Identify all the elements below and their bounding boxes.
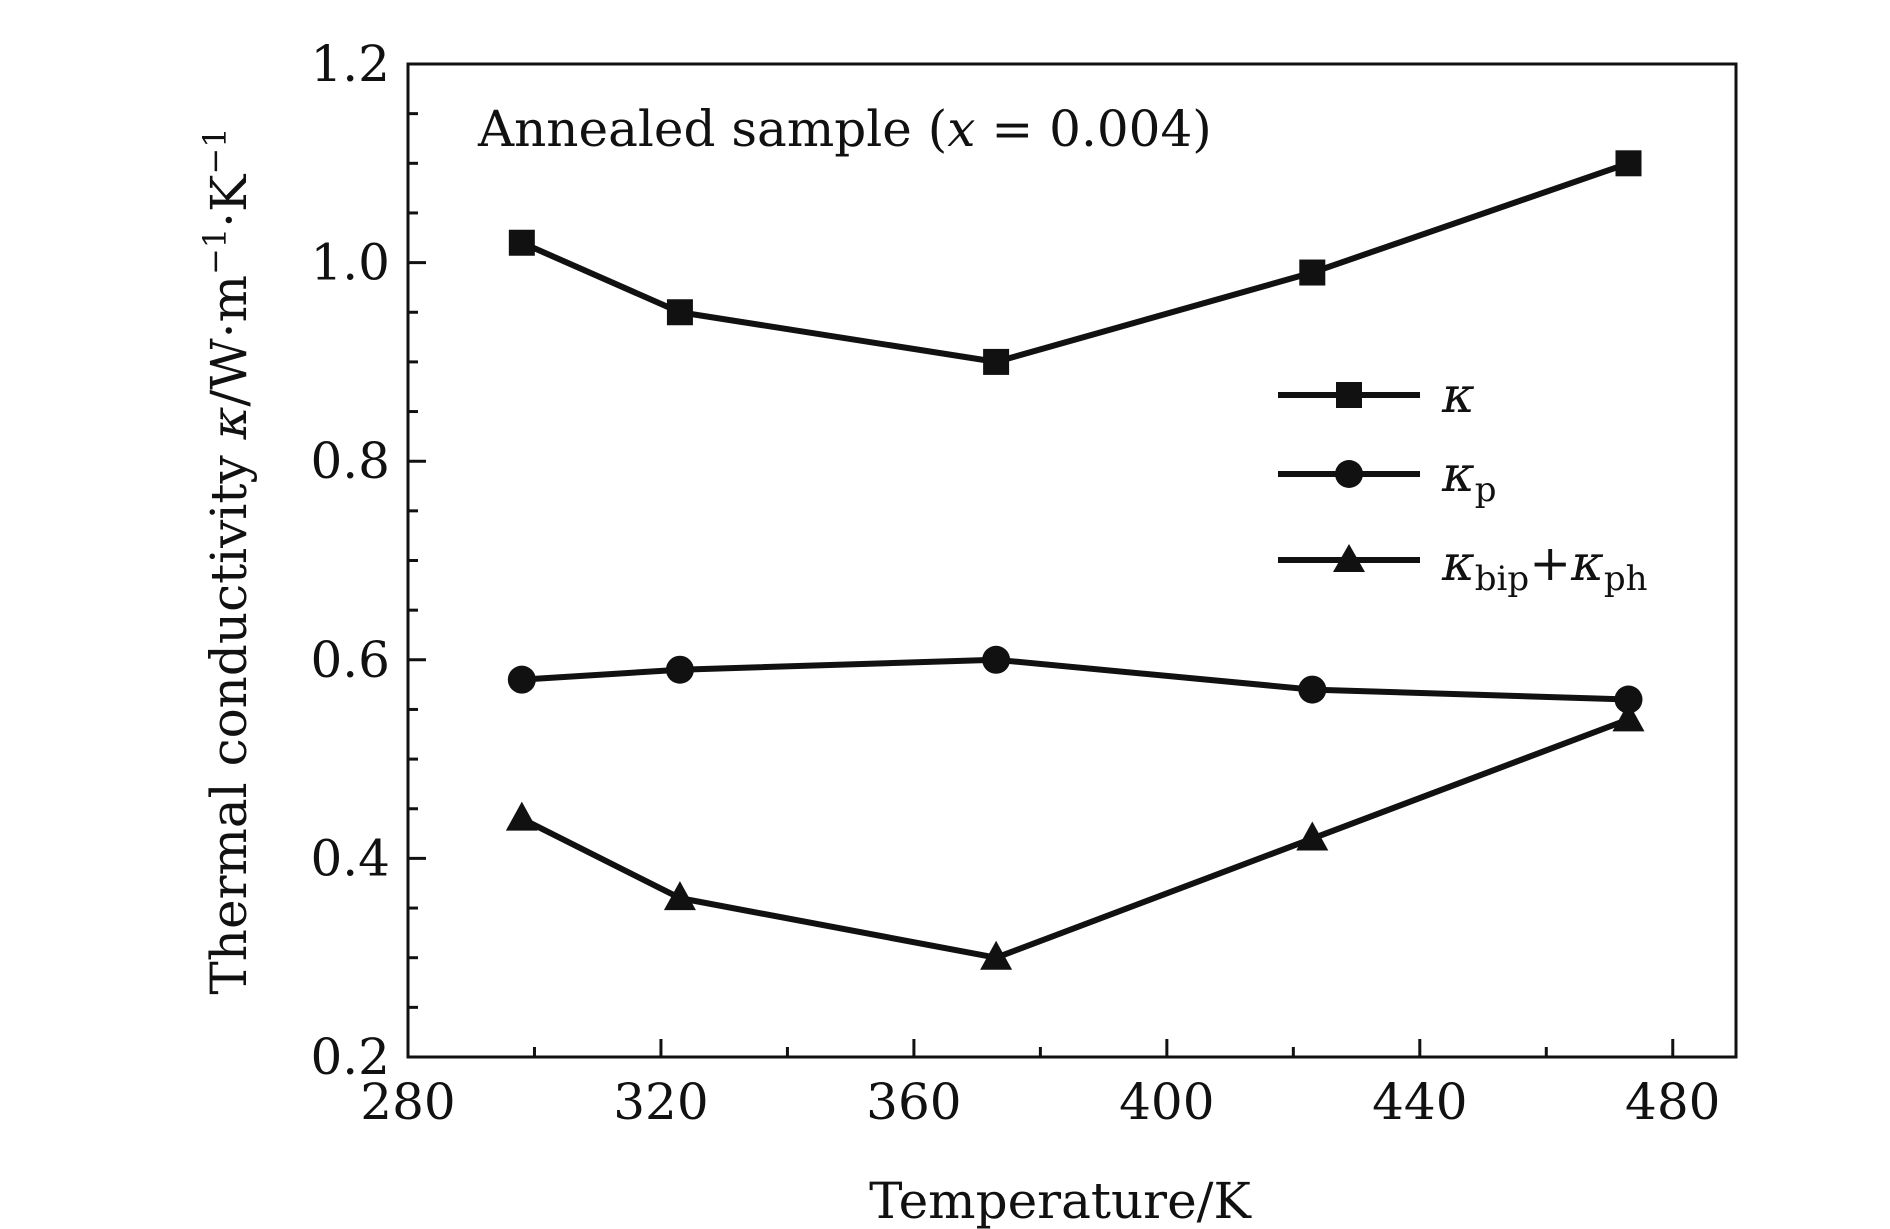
x-tick-label: 320 — [613, 1073, 708, 1131]
data-point-circle — [1614, 685, 1643, 714]
data-point-square — [508, 229, 535, 256]
data-point-circle — [982, 645, 1011, 674]
legend-marker-triangle — [1333, 544, 1365, 572]
legend-label-kappa-p: κp — [1441, 445, 1497, 510]
x-tick-label: 280 — [360, 1073, 455, 1131]
legend-entry-kappa-bip-ph: κbip+κph — [1278, 534, 1648, 599]
legend-marker-square — [1336, 382, 1362, 408]
data-point-square — [983, 348, 1010, 375]
data-point-triangle — [1296, 821, 1329, 851]
legend-label-kappa-bip-ph: κbip+κph — [1441, 534, 1648, 599]
series-line-1 — [520, 160, 1630, 365]
plot-annotation: Annealed sample (x = 0.004) — [477, 100, 1212, 158]
y-axis-title: Thermal conductivity κ/W·m−1·K−1 — [196, 127, 258, 994]
legend-label-kappa: κ — [1441, 366, 1475, 424]
y-tick-label: 0.2 — [310, 1028, 390, 1086]
legend-marker-circle — [1335, 460, 1363, 488]
axis-tick-labels: 280 320 360 400 440 480 0.2 0.4 0.6 0.8 1.0 1.2 — [310, 35, 1720, 1131]
y-tick-label: 0.4 — [310, 829, 390, 887]
x-tick-label: 360 — [866, 1073, 961, 1131]
legend: κ κp κbip+κph — [1278, 366, 1648, 599]
x-tick-label: 400 — [1119, 1073, 1214, 1131]
x-axis-title: Temperature/K — [869, 1172, 1252, 1229]
y-tick-label: 1.0 — [310, 234, 390, 292]
y-tick-label: 0.6 — [310, 631, 390, 689]
data-point-square — [666, 299, 693, 326]
axis-ticks — [406, 62, 1675, 1059]
data-point-square — [1299, 259, 1326, 286]
data-point-triangle — [505, 801, 538, 831]
data-point-triangle — [980, 940, 1013, 970]
y-tick-label: 0.8 — [310, 432, 390, 490]
x-tick-label: 480 — [1625, 1073, 1720, 1131]
data-point-triangle — [1612, 702, 1645, 732]
x-tick-label: 440 — [1372, 1073, 1467, 1131]
data-point-triangle — [663, 881, 696, 911]
data-point-circle — [665, 655, 694, 684]
legend-entry-kappa: κ — [1278, 366, 1475, 424]
y-tick-label: 1.2 — [310, 35, 390, 93]
series-line-3 — [520, 716, 1630, 961]
data-point-square — [1615, 150, 1642, 177]
legend-entry-kappa-p: κp — [1278, 445, 1497, 510]
data-point-circle — [1298, 675, 1327, 704]
data-point-circle — [507, 665, 536, 694]
series-markers — [505, 150, 1645, 970]
